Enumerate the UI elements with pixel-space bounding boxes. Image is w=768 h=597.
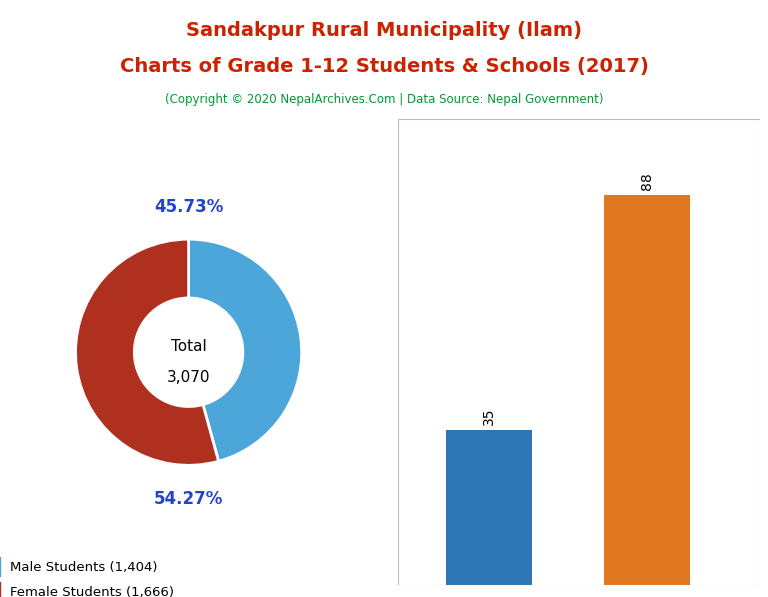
Text: 88: 88 [641, 173, 654, 190]
Text: Sandakpur Rural Municipality (Ilam): Sandakpur Rural Municipality (Ilam) [186, 21, 582, 40]
Bar [446, 430, 532, 585]
Legend: Male Students (1,404), Female Students (1,666): Male Students (1,404), Female Students (… [0, 552, 180, 597]
Bar [604, 195, 690, 585]
Text: Charts of Grade 1-12 Students & Schools (2017): Charts of Grade 1-12 Students & Schools … [120, 57, 648, 76]
Text: 35: 35 [482, 408, 496, 426]
Bar [399, 119, 760, 585]
Text: 54.27%: 54.27% [154, 490, 223, 508]
Text: 3,070: 3,070 [167, 370, 210, 384]
Wedge shape [75, 239, 219, 465]
Wedge shape [189, 239, 302, 461]
Text: Total: Total [170, 339, 207, 354]
Text: (Copyright © 2020 NepalArchives.Com | Data Source: Nepal Government): (Copyright © 2020 NepalArchives.Com | Da… [165, 93, 603, 106]
Text: 45.73%: 45.73% [154, 198, 223, 217]
